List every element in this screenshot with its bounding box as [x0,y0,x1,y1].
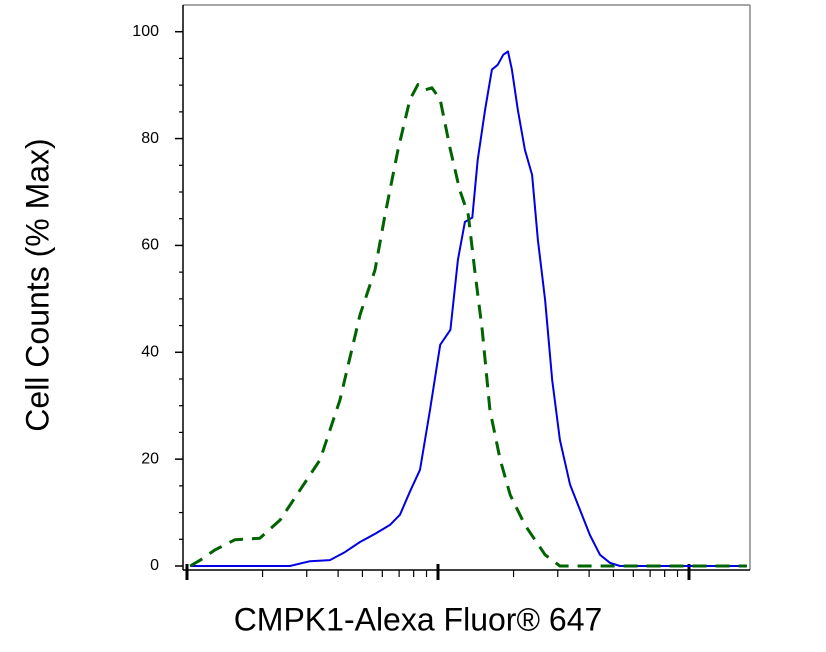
y-axis-label: Cell Counts (% Max) [19,138,55,431]
y-tick-label: 0 [150,557,159,574]
histogram-line [190,50,747,567]
histogram-line [189,83,747,568]
y-tick-label: 100 [132,23,159,40]
x-axis-label: CMPK1-Alexa Fluor® 647 [234,601,603,637]
y-tick-label: 40 [141,344,159,361]
y-tick-label: 20 [141,450,159,467]
y-tick-label: 80 [141,130,159,147]
y-tick-label: 60 [141,237,159,254]
